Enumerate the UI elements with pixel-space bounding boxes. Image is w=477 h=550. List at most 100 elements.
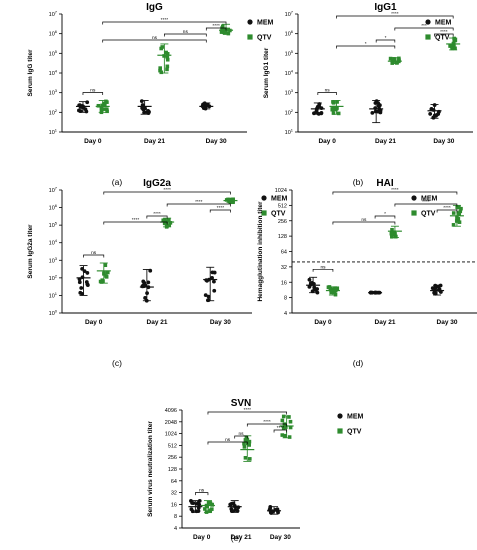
data-point: [96, 103, 101, 108]
data-point: [336, 111, 341, 116]
y-tick-label: 106: [49, 203, 58, 212]
data-point: [165, 67, 169, 72]
data-point: [168, 221, 173, 225]
significance-label: ****: [443, 205, 451, 211]
y-tick-label: 64: [281, 250, 287, 256]
data-point: [165, 52, 170, 56]
data-point: [196, 500, 200, 505]
legend-label: QTV: [257, 35, 272, 42]
legend-marker: [425, 19, 431, 25]
significance-label: ****: [422, 199, 430, 205]
y-tick-label: 128: [278, 234, 287, 240]
y-tick-label: 1024: [165, 432, 177, 438]
data-point: [244, 438, 249, 443]
significance-bracket: [102, 39, 207, 43]
legend-label: MEM: [435, 20, 452, 27]
legend-marker: [425, 34, 431, 40]
significance-label: ****: [440, 29, 448, 35]
panel-caption: (a): [112, 177, 123, 187]
significance-bracket: [207, 411, 287, 415]
data-point: [84, 280, 89, 284]
significance-label: ****: [132, 217, 140, 223]
data-point: [248, 457, 252, 461]
significance-label: ****: [195, 199, 203, 205]
data-point: [143, 296, 148, 300]
data-point: [210, 276, 214, 280]
data-point: [287, 415, 291, 419]
significance-bracket: [146, 215, 168, 219]
significance-label: *: [365, 41, 367, 47]
data-point: [206, 500, 211, 505]
y-tick-label: 107: [49, 186, 58, 195]
data-point: [394, 234, 398, 239]
data-point: [219, 30, 224, 34]
data-point: [167, 223, 171, 227]
y-axis-label: Serum IgG1 titer: [263, 47, 270, 98]
data-point: [163, 221, 167, 226]
y-tick-label: 128: [168, 467, 177, 473]
significance-label: ****: [217, 205, 225, 211]
y-tick-label: 107: [49, 10, 58, 19]
significance-bracket: [82, 92, 104, 95]
data-point: [458, 209, 463, 214]
data-point: [288, 425, 293, 430]
legend-label: QTV: [435, 35, 450, 42]
data-point: [161, 218, 166, 223]
y-tick-label: 105: [285, 49, 294, 58]
chart-title: HAI: [376, 178, 393, 189]
data-point: [85, 100, 90, 105]
significance-bracket: [375, 39, 396, 43]
data-point: [280, 418, 285, 423]
x-tick-label: Day 0: [85, 319, 103, 326]
data-point: [139, 99, 144, 104]
significance-label: ns: [152, 36, 158, 41]
data-point: [243, 456, 248, 460]
data-point: [167, 218, 171, 222]
y-tick-label: 2048: [165, 420, 177, 426]
data-point: [244, 435, 249, 440]
x-tick-label: Day 0: [314, 319, 332, 326]
data-point: [208, 508, 213, 513]
chart-title: IgG: [146, 2, 163, 13]
data-point: [453, 46, 457, 51]
data-point: [457, 212, 461, 217]
x-tick-label: Day 21: [231, 534, 252, 541]
y-tick-label: 16: [171, 502, 177, 508]
significance-label: ****: [391, 187, 399, 193]
panel-caption: (b): [353, 177, 364, 187]
significance-label: ns: [90, 88, 96, 93]
y-tick-label: 107: [285, 10, 294, 19]
data-point: [210, 270, 215, 275]
y-tick-label: 104: [49, 238, 58, 247]
data-point: [201, 102, 205, 107]
data-point: [373, 109, 378, 114]
x-tick-label: Day 30: [210, 319, 231, 326]
data-point: [390, 234, 394, 239]
chart-title: IgG1: [374, 2, 397, 13]
data-point: [103, 263, 108, 268]
y-tick-label: 32: [171, 491, 177, 497]
significance-bracket: [207, 441, 248, 445]
data-point: [457, 220, 462, 224]
y-tick-label: 1024: [275, 188, 287, 194]
y-tick-label: 105: [49, 221, 58, 230]
significance-bracket: [166, 203, 231, 207]
data-point: [203, 293, 208, 298]
y-axis-label: Serum IgG2a titer: [27, 224, 34, 279]
data-point: [335, 100, 339, 104]
y-tick-label: 16: [281, 280, 287, 286]
legend-label: MEM: [421, 196, 438, 203]
significance-label: ns: [183, 30, 189, 35]
data-point: [307, 277, 312, 282]
significance-bracket: [374, 215, 396, 219]
data-point: [281, 414, 286, 419]
significance-label: ****: [244, 407, 252, 413]
data-point: [331, 287, 336, 292]
data-point: [457, 205, 461, 210]
data-point: [451, 211, 456, 215]
data-point: [388, 56, 393, 61]
significance-bracket: [332, 221, 396, 225]
data-point: [85, 271, 90, 275]
data-point: [83, 107, 88, 112]
